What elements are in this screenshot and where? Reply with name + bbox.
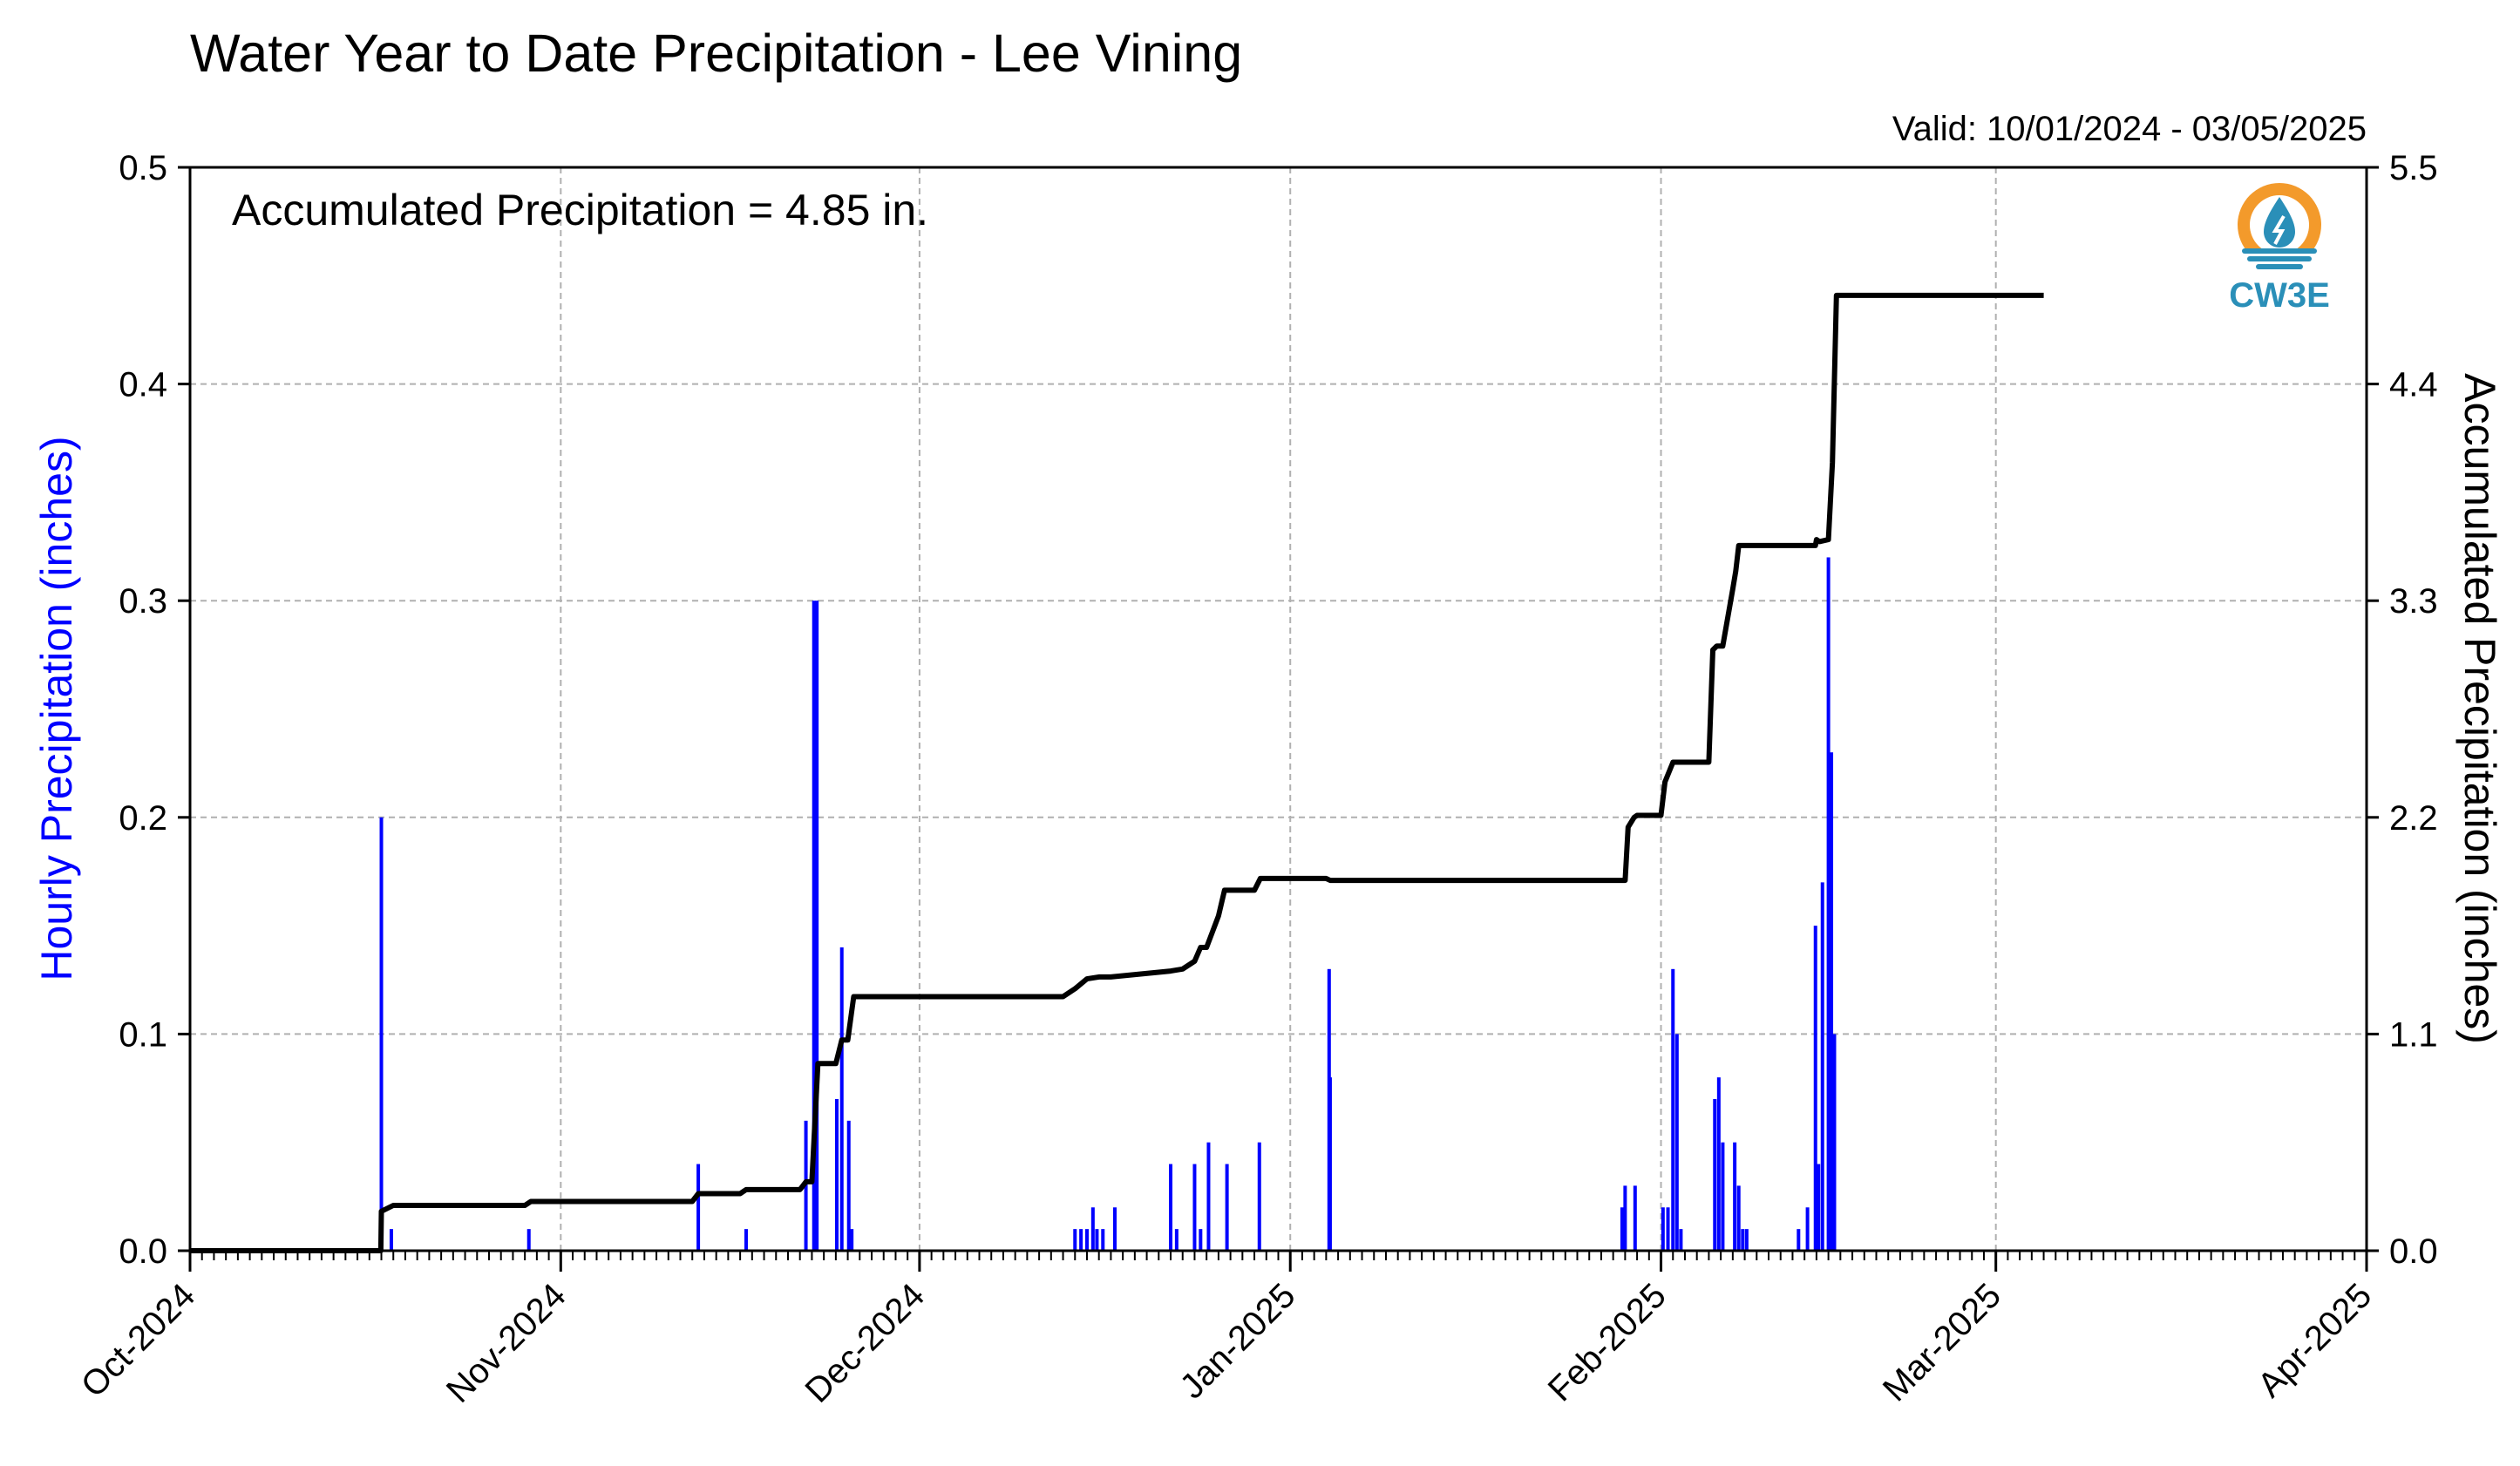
hourly-precip-bar [1716,1077,1721,1251]
hourly-precip-bar [1073,1229,1077,1251]
x-tick-label: Oct-2024 [74,1276,202,1404]
hourly-precip-bar [1679,1229,1683,1251]
x-tick-label: Mar-2025 [1876,1276,2008,1408]
x-tick-label: Jan-2025 [1173,1276,1303,1406]
hourly-precip-bar [815,601,819,1251]
y-tick-label-right: 5.5 [2389,149,2438,187]
grid-layer [190,167,2367,1251]
hourly-precip-bar [389,1229,393,1251]
hourly-precip-bar [1817,1164,1821,1251]
hourly-precip-bar [1733,1142,1737,1251]
hourly-precip-bar [1095,1229,1099,1251]
cw3e-logo-icon [2238,183,2321,272]
hourly-precip-bar [1832,1034,1837,1251]
hourly-precip-bar [1744,1229,1749,1251]
hourly-precip-bar [1174,1229,1178,1251]
y-tick-label-left: 0.0 [119,1232,167,1271]
y-tick-label-right: 0.0 [2389,1232,2438,1271]
y-tick-label-left: 0.2 [119,799,167,838]
hourly-precip-bar [1813,926,1817,1251]
plot-frame [188,166,2368,1252]
hourly-precip-bar [1206,1142,1211,1251]
hourly-precip-bar [1721,1142,1725,1251]
cw3e-logo-text: CW3E [2229,276,2330,315]
hourly-precip-bar [1169,1164,1173,1251]
hourly-precip-bar [1736,1185,1741,1251]
x-tick-label: Dec-2024 [798,1276,933,1410]
accumulated-precip-line-group [190,292,2044,1253]
y-tick-label-right: 2.2 [2389,799,2438,838]
hourly-precip-bar [1623,1185,1627,1251]
hourly-precip-bar [696,1164,701,1251]
hourly-precip-bar [1090,1207,1095,1251]
hourly-precip-bar [1199,1229,1203,1251]
hourly-precip-bar [526,1229,531,1251]
hourly-precip-bar [850,1229,854,1251]
hourly-precip-bar [1101,1229,1105,1251]
hourly-precip-bar [1671,968,1675,1251]
hourly-precip-bar [1666,1207,1670,1251]
accumulated-precip-line [190,292,2044,1253]
hourly-precip-bar [1797,1229,1801,1251]
hourly-precip-bar [1713,1098,1717,1251]
hourly-precip-bar [1661,1207,1665,1251]
hourly-precip-bar [1820,882,1824,1251]
hourly-precip-bar [1805,1207,1810,1251]
cw3e-logo: CW3E [2229,183,2330,315]
hourly-precip-bar [1225,1164,1229,1251]
x-tick-label: Nov-2024 [439,1276,574,1410]
hourly-precip-bar [1620,1207,1624,1251]
y-tick-label-left: 0.5 [119,149,167,187]
accumulated-annotation: Accumulated Precipitation = 4.85 in. [232,186,928,234]
y-tick-label-left: 0.3 [119,582,167,621]
hourly-precip-bar [1674,1034,1679,1251]
hourly-precip-bar [812,601,816,1251]
hourly-precip-bar [1084,1229,1089,1251]
hourly-precip-bar [1826,557,1831,1251]
y-tick-label-right: 1.1 [2389,1015,2438,1054]
hourly-precip-bar [1741,1229,1745,1251]
valid-date-range: Valid: 10/01/2024 - 03/05/2025 [1892,110,2367,148]
y-axis-label-left: Hourly Precipitation (inches) [32,436,81,981]
hourly-precip-bar [1328,1077,1332,1251]
x-tick-label: Feb-2025 [1541,1276,1674,1408]
hourly-precip-bar [1192,1164,1197,1251]
y-tick-label-left: 0.1 [119,1015,167,1054]
hourly-precip-bar [1257,1142,1261,1251]
x-tick-label: Apr-2025 [2251,1276,2379,1404]
hourly-precip-bar [846,1120,851,1251]
hourly-precip-bar [1112,1207,1117,1251]
y-tick-label-left: 0.4 [119,366,167,404]
axes-layer: 0.0 0.0 0.1 1.1 0.2 2.2 0.3 3.3 0.4 4.4 0.5 5.5 Oct-… [74,149,2438,1410]
hourly-precip-bar [835,1098,839,1251]
hourly-precip-bar [839,947,844,1251]
hourly-precip-bars [379,557,1837,1251]
hourly-precip-bar [379,817,384,1251]
hourly-precip-bar [1633,1185,1637,1251]
hourly-precip-bar [1830,752,1834,1251]
y-tick-label-right: 3.3 [2389,582,2438,621]
y-tick-label-right: 4.4 [2389,366,2438,404]
chart-title: Water Year to Date Precipitation - Lee V… [190,24,1242,83]
hourly-precip-bar [744,1229,748,1251]
y-axis-label-right: Accumulated Precipitation (inches) [2455,373,2504,1044]
hourly-precip-bar [1079,1229,1083,1251]
